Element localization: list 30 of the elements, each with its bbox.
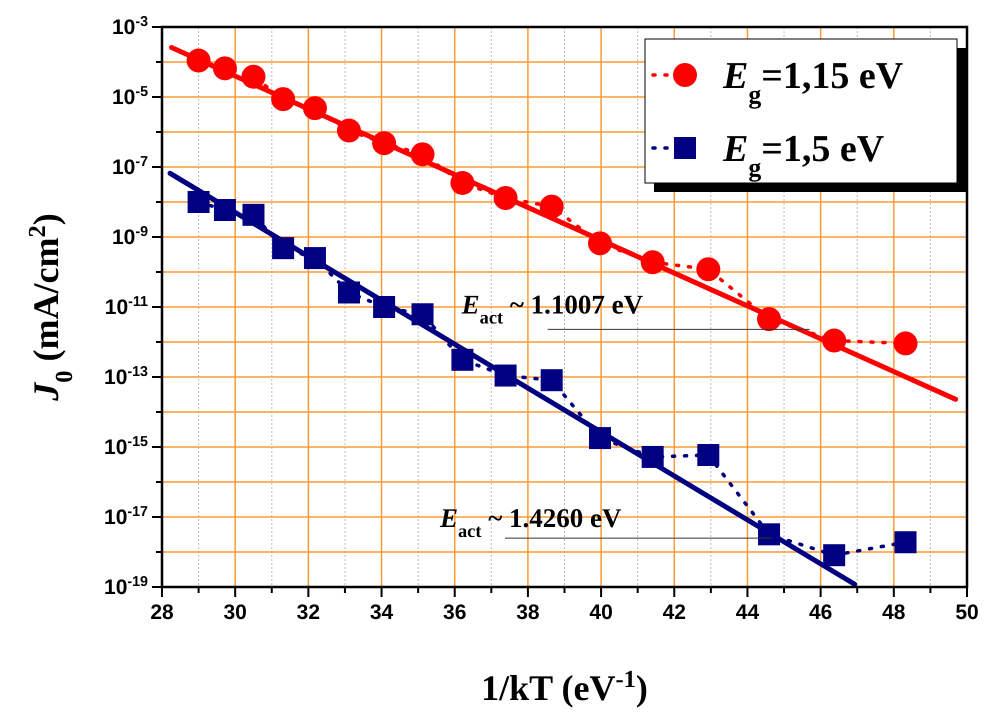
y-tick-label: 10$^{-3}$	[112, 14, 148, 39]
legend-label: E$_{g}$=1,5 eV	[722, 128, 885, 182]
point	[540, 369, 563, 392]
y-tick-label: 10$^{-7}$	[112, 154, 148, 179]
x-tick-label: 34	[370, 601, 394, 624]
x-tick-label: 36	[443, 601, 466, 624]
y-tick-label: 10$^{-15}$	[104, 434, 148, 459]
y-tick-label: 10$^{-13}$	[104, 364, 148, 389]
y-tick-label: 10$^{-19}$	[104, 574, 148, 599]
x-tick-label: 38	[516, 601, 540, 624]
point	[696, 257, 720, 282]
x-tick-label: 32	[296, 601, 320, 624]
x-tick-label: 46	[808, 601, 832, 624]
y-tick-label: 10$^{-17}$	[104, 504, 148, 529]
x-tick-label: 28	[150, 601, 174, 624]
y-tick-label: 10$^{-5}$	[112, 84, 148, 109]
point	[823, 544, 846, 566]
x-tick-label: 40	[589, 601, 613, 624]
y-tick-label: 10$^{-11}$	[104, 294, 148, 319]
x-axis-title: 1/kT (eV$^{-1}$)	[481, 666, 648, 708]
x-tick-label: 42	[662, 601, 686, 624]
point	[894, 531, 917, 554]
point	[697, 444, 720, 466]
x-tick-label: 30	[224, 601, 247, 624]
legend-label: E$_{g}$=1,15 eV	[722, 55, 904, 108]
point	[894, 331, 918, 356]
x-tick-label: 48	[882, 601, 906, 624]
x-tick-label: 44	[736, 601, 760, 624]
y-tick-label: 10$^{-9}$	[112, 224, 148, 249]
x-tick-label: 50	[955, 601, 979, 624]
